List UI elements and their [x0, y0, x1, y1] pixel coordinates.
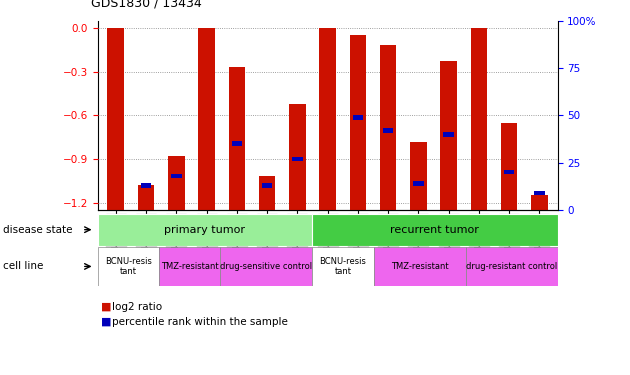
Bar: [262, 183, 272, 188]
Text: primary tumor: primary tumor: [164, 225, 246, 235]
Bar: [98, 247, 159, 286]
Bar: [108, 28, 124, 210]
Text: ■: ■: [101, 302, 112, 312]
Bar: [138, 185, 154, 210]
Bar: [410, 141, 427, 210]
Bar: [168, 156, 185, 210]
Text: GDS1830 / 13434: GDS1830 / 13434: [91, 0, 202, 9]
Text: BCNU-resis
tant: BCNU-resis tant: [319, 257, 367, 276]
Bar: [374, 247, 466, 286]
Bar: [140, 183, 151, 188]
Bar: [440, 62, 457, 210]
Bar: [380, 45, 396, 210]
Bar: [312, 214, 558, 246]
Text: drug-resistant control: drug-resistant control: [466, 262, 557, 271]
Bar: [501, 123, 517, 210]
Bar: [413, 181, 423, 186]
Text: recurrent tumor: recurrent tumor: [391, 225, 479, 235]
Text: drug-sensitive control: drug-sensitive control: [220, 262, 312, 271]
Bar: [171, 174, 181, 178]
Bar: [504, 170, 515, 174]
Text: ■: ■: [101, 317, 112, 327]
Text: cell line: cell line: [3, 261, 43, 272]
Text: disease state: disease state: [3, 225, 72, 235]
Bar: [220, 247, 312, 286]
Bar: [534, 190, 545, 195]
Bar: [466, 247, 558, 286]
Bar: [289, 104, 306, 210]
Bar: [229, 67, 245, 210]
Bar: [159, 247, 220, 286]
Text: TMZ-resistant: TMZ-resistant: [161, 262, 219, 271]
Bar: [471, 28, 487, 210]
Bar: [444, 132, 454, 136]
Bar: [292, 156, 302, 161]
Text: percentile rank within the sample: percentile rank within the sample: [112, 317, 287, 327]
Bar: [259, 177, 275, 210]
Bar: [350, 35, 366, 210]
Bar: [531, 195, 547, 210]
Bar: [312, 247, 374, 286]
Bar: [232, 141, 242, 146]
Bar: [353, 115, 363, 120]
Bar: [319, 28, 336, 210]
Bar: [98, 214, 312, 246]
Text: log2 ratio: log2 ratio: [112, 302, 162, 312]
Text: BCNU-resis
tant: BCNU-resis tant: [105, 257, 152, 276]
Text: TMZ-resistant: TMZ-resistant: [391, 262, 449, 271]
Bar: [383, 128, 393, 133]
Bar: [198, 28, 215, 210]
